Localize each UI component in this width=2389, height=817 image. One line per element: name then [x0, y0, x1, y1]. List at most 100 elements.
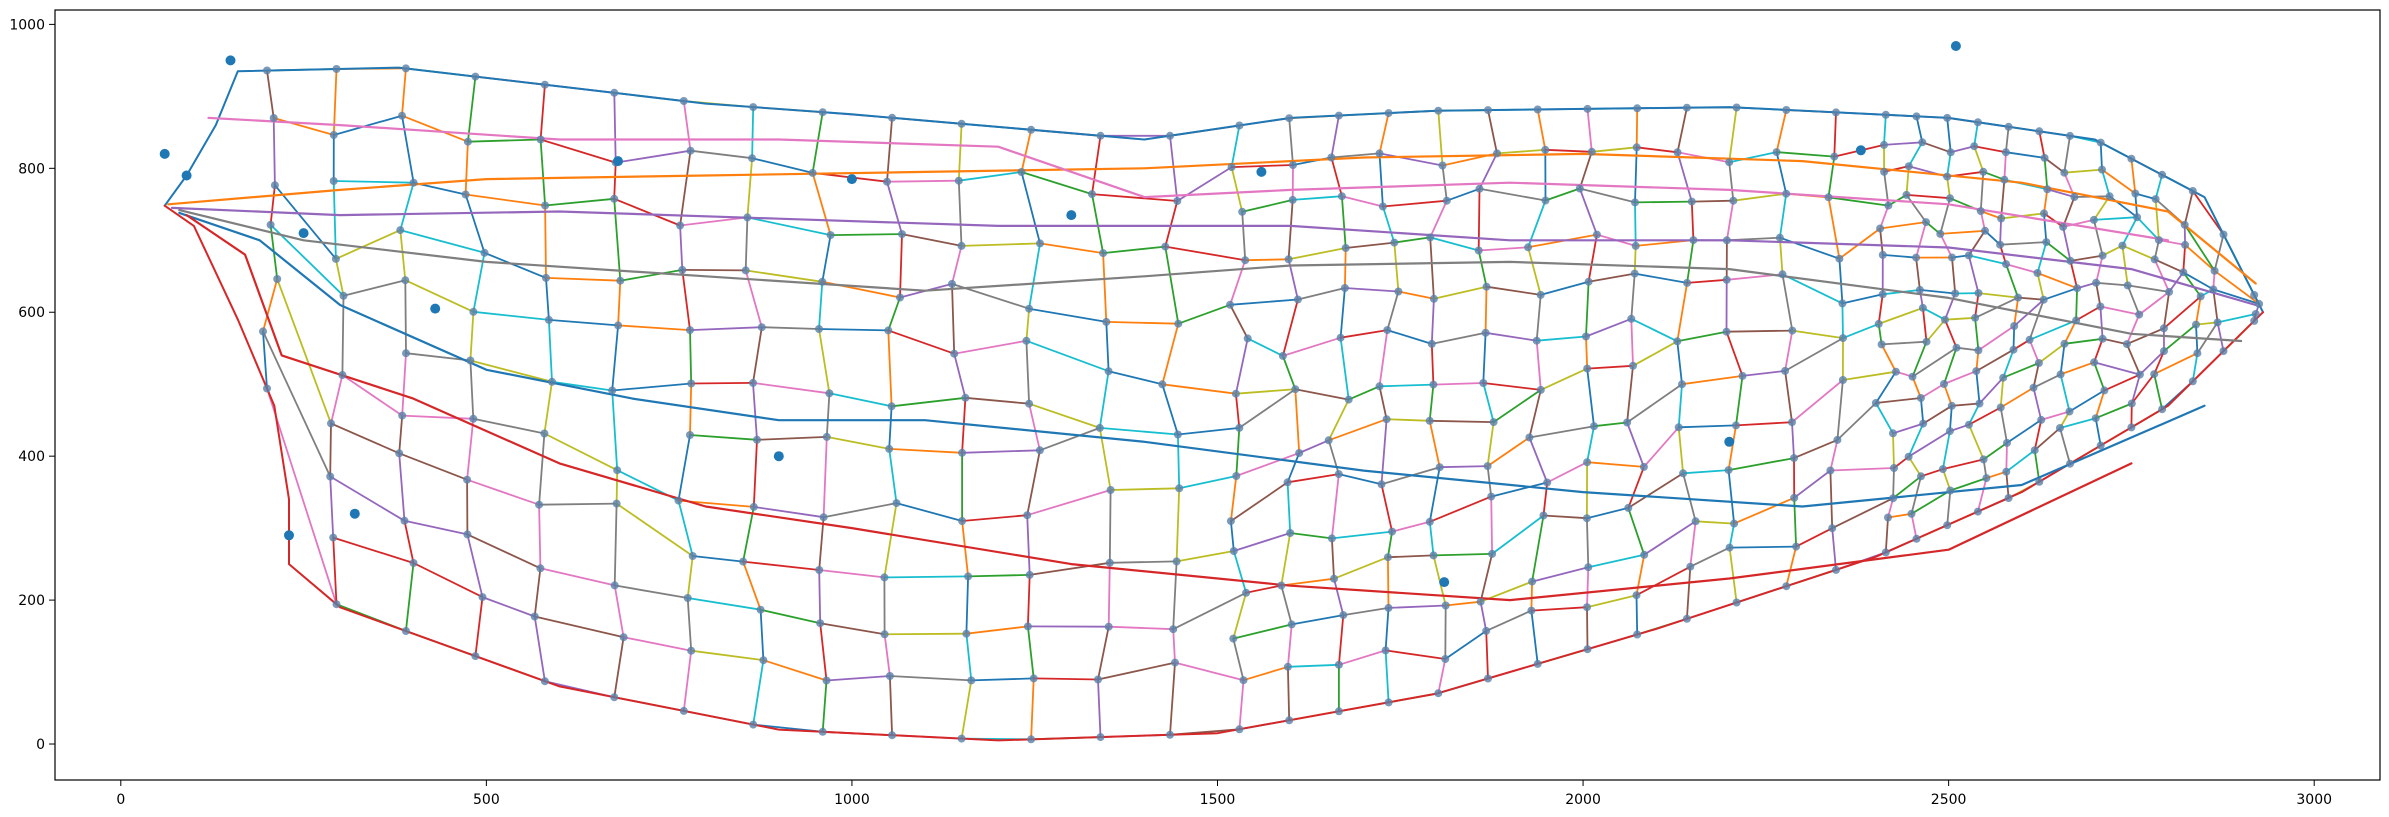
node-marker [2010, 322, 2018, 330]
node-marker [541, 202, 549, 210]
node-marker [686, 326, 694, 334]
vein-segment [1587, 369, 1594, 427]
vein-segment [1736, 422, 1792, 425]
node-marker [1640, 463, 1648, 471]
node-marker [545, 316, 553, 324]
vein-segment [275, 185, 336, 259]
vein-segment [1248, 338, 1283, 356]
node-marker [676, 222, 684, 230]
vein-segment [540, 568, 614, 585]
node-marker [1689, 236, 1697, 244]
node-marker [689, 552, 697, 560]
node-marker [1918, 138, 1926, 146]
vein-segment [2218, 314, 2256, 322]
vein-segment [1387, 419, 1430, 421]
vein-segment [1696, 521, 1735, 523]
vein-segment [1587, 426, 1594, 462]
node-marker [2066, 460, 2074, 468]
vein-segment [1288, 665, 1339, 667]
vein-segment [1394, 237, 1430, 242]
vein-segment [1233, 639, 1243, 681]
node-marker [2197, 292, 2205, 300]
vein-segment [330, 423, 331, 476]
vein-segment [1486, 631, 1488, 679]
vein-segment [966, 576, 968, 633]
node-marker [1726, 544, 1734, 552]
vein-segment [1029, 404, 1100, 428]
vein-segment [2076, 288, 2077, 320]
node-marker [402, 627, 410, 635]
vein-segment [889, 449, 896, 503]
node-marker [827, 231, 835, 239]
node-marker [675, 497, 683, 505]
node-marker [1235, 424, 1243, 432]
node-marker [958, 449, 966, 457]
node-marker [958, 517, 966, 525]
vein-segment [1537, 337, 1586, 341]
node-marker [1105, 367, 1113, 375]
vein-segment [1233, 593, 1246, 639]
node-marker [1537, 291, 1545, 299]
node-marker [1106, 559, 1114, 567]
vein-segment [1027, 490, 1110, 515]
vein-segment [1298, 288, 1345, 300]
vein-segment [1635, 246, 1636, 274]
vein-segment [1430, 237, 1434, 298]
vein-segment [1876, 398, 1921, 403]
stray-point-marker [1951, 41, 1961, 51]
vein-segment [887, 181, 959, 182]
node-marker [1948, 254, 1956, 262]
node-marker [1337, 334, 1345, 342]
node-marker [1484, 675, 1492, 683]
node-marker [1226, 301, 1234, 309]
vein-segment [1541, 282, 1589, 295]
node-marker [1171, 659, 1179, 667]
vein-segment [2154, 353, 2197, 374]
node-marker [1739, 372, 1747, 380]
vein-segment [1537, 341, 1541, 390]
node-marker [2030, 384, 2038, 392]
node-marker [1981, 227, 1989, 235]
node-marker [1284, 663, 1292, 671]
stray-point-marker [299, 228, 309, 238]
node-marker [1889, 494, 1897, 502]
node-marker [1490, 418, 1498, 426]
vein-segment [1346, 243, 1395, 248]
node-marker [1335, 470, 1343, 478]
vein-segment [2100, 307, 2102, 339]
vein-segment [1232, 126, 1240, 168]
node-marker [1975, 289, 1983, 297]
vein-segment [1382, 419, 1387, 484]
vein-segment [271, 185, 275, 225]
vein-segment [688, 598, 761, 610]
vein-segment [1984, 443, 2007, 460]
vein-segment [1440, 466, 1488, 467]
node-marker [1328, 534, 1336, 542]
node-marker [2035, 478, 2043, 486]
vein-segment [2122, 217, 2137, 245]
vein-segment [1109, 627, 1174, 630]
node-marker [1102, 318, 1110, 326]
vein-segment [1480, 189, 1546, 201]
node-marker [1683, 279, 1691, 287]
vein-segment [690, 330, 691, 383]
node-marker [1940, 380, 1948, 388]
vein-segment [1109, 563, 1110, 627]
vein-segment [1022, 172, 1041, 243]
vein-segment [1529, 426, 1594, 437]
node-marker [1976, 400, 1984, 408]
vein-segment [682, 270, 745, 271]
node-marker [2127, 155, 2135, 163]
node-marker [2181, 241, 2189, 249]
vein-segment [1589, 274, 1635, 282]
vein-segment [2034, 388, 2042, 420]
vein-segment [959, 172, 1022, 181]
vein-segment [2006, 264, 2038, 273]
vein-segment [405, 280, 406, 353]
vein-segment [466, 195, 485, 253]
node-marker [1166, 731, 1174, 739]
vein-segment [1837, 380, 1843, 440]
vein-segment [752, 158, 813, 173]
vein-segment [831, 234, 902, 235]
